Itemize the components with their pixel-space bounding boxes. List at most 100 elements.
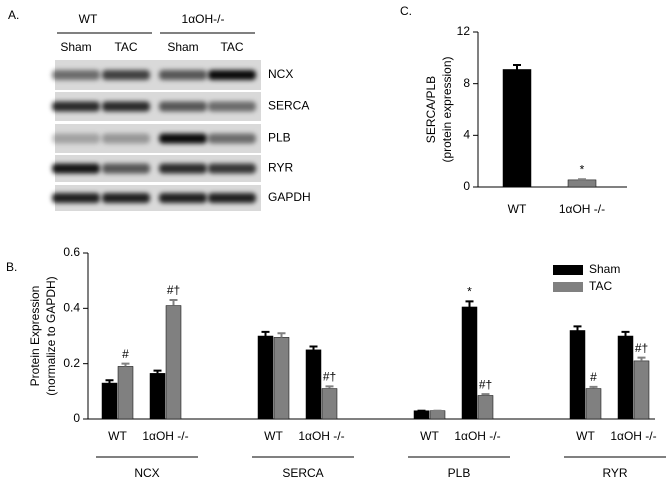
bar <box>165 305 182 420</box>
bar <box>585 388 602 420</box>
error-bar <box>578 178 586 181</box>
blot-band <box>52 101 100 112</box>
legend-swatch <box>553 265 583 275</box>
y-axis-label: (normalize to GAPDH) <box>44 276 58 395</box>
blot-band <box>102 101 150 112</box>
blot-band <box>102 163 150 174</box>
bar <box>502 69 532 188</box>
error-bar <box>637 356 646 361</box>
y-tick-label: 0.6 <box>63 245 80 259</box>
bar <box>305 349 322 420</box>
blot-band <box>159 133 207 144</box>
group-label: RYR <box>602 466 627 480</box>
blot-band <box>159 163 207 174</box>
y-tick-label: 0 <box>73 411 80 425</box>
x-tick-label: 1αOH -/- <box>610 429 656 443</box>
annotation: #† <box>635 341 648 355</box>
blot-band <box>208 163 256 174</box>
blot-band <box>52 193 100 203</box>
blot-band <box>52 133 100 144</box>
blot-band <box>52 163 100 174</box>
bar <box>117 366 134 420</box>
bar <box>461 306 478 420</box>
annotation: # <box>590 370 597 384</box>
blot-band <box>102 193 150 203</box>
x-tick-label: 1αOH -/- <box>559 202 605 216</box>
annotation: # <box>122 347 129 361</box>
genotype-label: WT <box>79 12 98 26</box>
bar <box>273 337 290 420</box>
group-label: SERCA <box>282 466 323 480</box>
bar <box>413 410 430 420</box>
bar <box>257 335 274 420</box>
annotation: * <box>467 285 472 299</box>
error-bar <box>325 385 334 389</box>
y-tick-label: 0.4 <box>63 301 80 315</box>
y-axis-label: Protein Expression <box>28 286 42 387</box>
protein-label: GAPDH <box>268 190 311 204</box>
y-tick-label: 0.2 <box>63 356 80 370</box>
western-blot: A. WT 1αOH-/- Sham TAC Sham TAC NCX SERCA… <box>8 8 311 211</box>
annotation: #† <box>479 377 492 391</box>
y-tick-label: 4 <box>463 128 470 142</box>
error-bar <box>481 393 490 396</box>
error-bar <box>261 330 270 336</box>
error-bar <box>309 345 318 350</box>
blot-band <box>208 193 256 203</box>
blot-band <box>102 133 150 144</box>
error-bar <box>589 385 598 389</box>
bar <box>101 382 118 420</box>
condition-label: Sham <box>167 40 198 54</box>
bar <box>477 395 494 420</box>
x-tick-label: 1αOH -/- <box>454 429 500 443</box>
bar <box>429 410 446 420</box>
error-bar <box>277 332 286 338</box>
legend-label: Sham <box>589 262 620 276</box>
protein-label: PLB <box>268 131 291 145</box>
legend-swatch <box>553 282 583 292</box>
bar <box>321 388 338 420</box>
y-axis-label: (protein expression) <box>440 56 454 162</box>
blot-band <box>208 133 256 144</box>
error-bar <box>121 362 130 367</box>
blot-band <box>159 101 207 112</box>
bar <box>569 330 586 420</box>
panel-label: A. <box>8 8 19 22</box>
error-bar <box>105 379 114 384</box>
x-tick-label: 1αOH -/- <box>298 429 344 443</box>
x-tick-label: WT <box>576 429 595 443</box>
error-bar <box>621 330 630 336</box>
x-tick-label: WT <box>508 202 527 216</box>
bar <box>567 179 597 188</box>
blot-band <box>208 70 256 80</box>
legend-label: TAC <box>589 279 612 293</box>
bar <box>633 360 650 420</box>
x-tick-label: 1αOH -/- <box>142 429 188 443</box>
genotype-label: 1αOH-/- <box>182 12 225 26</box>
blot-band <box>159 193 207 203</box>
error-bar <box>513 63 521 70</box>
error-bar <box>573 325 582 331</box>
y-axis-label: SERCA/PLB <box>424 76 438 143</box>
blot-band <box>208 101 256 112</box>
x-tick-label: WT <box>108 429 127 443</box>
blot-band <box>159 70 207 80</box>
annotation: #† <box>323 370 336 384</box>
y-tick-label: 0 <box>463 179 470 193</box>
annotation: * <box>580 162 585 176</box>
bar <box>617 335 634 420</box>
annotation: #† <box>167 283 180 297</box>
bar <box>149 373 166 420</box>
blot-band <box>102 70 150 80</box>
condition-label: Sham <box>60 40 91 54</box>
x-tick-label: WT <box>420 429 439 443</box>
error-bar <box>153 369 162 374</box>
group-label: PLB <box>448 466 471 480</box>
panel-label: B. <box>6 260 17 274</box>
error-bar <box>169 299 178 306</box>
group-label: NCX <box>134 466 159 480</box>
y-tick-label: 8 <box>463 76 470 90</box>
protein-label: NCX <box>268 67 293 81</box>
panel-label: C. <box>400 4 412 18</box>
